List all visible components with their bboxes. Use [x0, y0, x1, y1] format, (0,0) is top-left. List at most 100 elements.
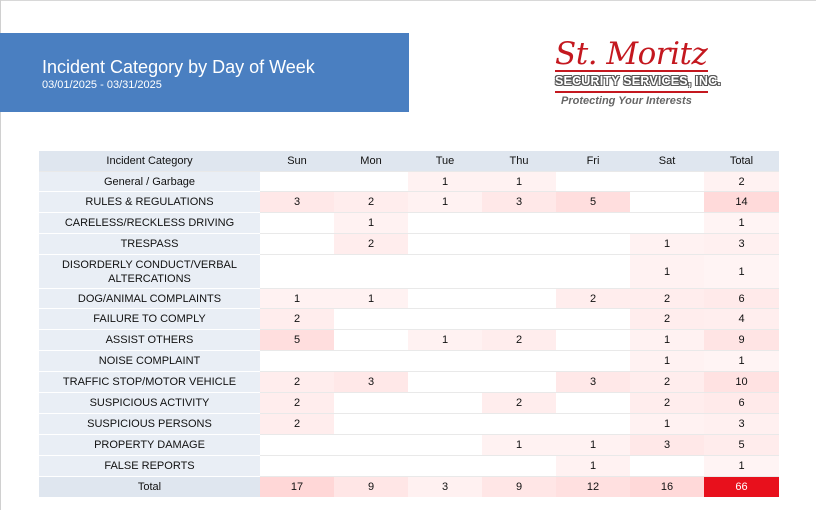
row-total-cell: 10 [704, 371, 779, 393]
row-total-cell: 1 [704, 455, 779, 477]
count-cell [556, 392, 630, 414]
row-total-cell: 3 [704, 233, 779, 255]
count-cell: 2 [630, 371, 704, 393]
day-total-cell: 16 [630, 476, 704, 497]
count-cell: 1 [482, 434, 556, 456]
table-row: SUSPICIOUS ACTIVITY 2 2 2 6 [39, 392, 779, 414]
count-cell [334, 350, 408, 372]
count-cell [260, 350, 334, 372]
count-cell: 2 [630, 392, 704, 414]
count-cell [630, 455, 704, 477]
category-cell: SUSPICIOUS ACTIVITY [39, 392, 260, 414]
count-cell: 1 [630, 254, 704, 289]
count-cell [482, 308, 556, 330]
category-cell: FALSE REPORTS [39, 455, 260, 477]
count-cell [408, 371, 482, 393]
category-cell: General / Garbage [39, 171, 260, 192]
column-header-mon: Mon [334, 151, 408, 172]
category-cell: FAILURE TO COMPLY [39, 308, 260, 330]
total-row: Total 17 9 3 9 12 16 66 [39, 476, 779, 497]
count-cell [334, 329, 408, 351]
count-cell [334, 254, 408, 289]
count-cell: 3 [630, 434, 704, 456]
count-cell [334, 455, 408, 477]
column-header-fri: Fri [556, 151, 630, 172]
count-cell: 1 [556, 434, 630, 456]
column-header-thu: Thu [482, 151, 556, 172]
row-total-cell: 5 [704, 434, 779, 456]
table-row: SUSPICIOUS PERSONS 2 1 3 [39, 413, 779, 435]
count-cell [556, 308, 630, 330]
count-cell [556, 254, 630, 289]
category-cell: PROPERTY DAMAGE [39, 434, 260, 456]
column-header-sun: Sun [260, 151, 334, 172]
category-cell: TRAFFIC STOP/MOTOR VEHICLE [39, 371, 260, 393]
count-cell [482, 413, 556, 435]
count-cell: 2 [260, 371, 334, 393]
count-cell: 1 [630, 329, 704, 351]
count-cell: 2 [334, 191, 408, 213]
count-cell: 1 [408, 171, 482, 192]
row-total-cell: 4 [704, 308, 779, 330]
count-cell [408, 392, 482, 414]
count-cell: 2 [260, 308, 334, 330]
left-rule [0, 0, 1, 510]
count-cell [556, 413, 630, 435]
company-logo: St. Moritz SECURITY SERVICES, INC. Prote… [551, 36, 721, 114]
count-cell [260, 434, 334, 456]
count-cell [260, 233, 334, 255]
logo-rule-bottom [555, 91, 708, 93]
count-cell [260, 254, 334, 289]
count-cell [408, 350, 482, 372]
count-cell [334, 392, 408, 414]
count-cell: 1 [408, 191, 482, 213]
count-cell [482, 371, 556, 393]
category-cell: NOISE COMPLAINT [39, 350, 260, 372]
count-cell: 1 [556, 455, 630, 477]
count-cell [482, 288, 556, 309]
count-cell: 2 [260, 392, 334, 414]
count-cell: 1 [482, 171, 556, 192]
count-cell [408, 288, 482, 309]
row-total-cell: 9 [704, 329, 779, 351]
count-cell [260, 212, 334, 234]
table-row: DOG/ANIMAL COMPLAINTS 1 1 2 2 6 [39, 288, 779, 309]
count-cell [408, 434, 482, 456]
incident-table: Incident Category Sun Mon Tue Thu Fri Sat Total… [39, 151, 779, 497]
count-cell: 1 [260, 288, 334, 309]
count-cell: 5 [260, 329, 334, 351]
logo-tagline: Protecting Your Interests [561, 95, 692, 107]
column-header-tue: Tue [408, 151, 482, 172]
date-range: 03/01/2025 - 03/31/2025 [42, 79, 162, 91]
day-total-cell: 3 [408, 476, 482, 497]
day-total-cell: 12 [556, 476, 630, 497]
count-cell: 1 [630, 233, 704, 255]
count-cell: 3 [334, 371, 408, 393]
title-banner: Incident Category by Day of Week 03/01/2… [0, 33, 409, 112]
day-total-cell: 9 [334, 476, 408, 497]
table-row: ASSIST OTHERS 5 1 2 1 9 [39, 329, 779, 351]
count-cell: 2 [630, 308, 704, 330]
table-header: Incident Category Sun Mon Tue Thu Fri Sat Total [39, 151, 779, 172]
category-cell: SUSPICIOUS PERSONS [39, 413, 260, 435]
count-cell [630, 171, 704, 192]
count-cell: 2 [482, 329, 556, 351]
table-row: CARELESS/RECKLESS DRIVING 1 1 [39, 212, 779, 234]
row-total-cell: 3 [704, 413, 779, 435]
count-cell [408, 254, 482, 289]
count-cell [408, 455, 482, 477]
count-cell [334, 171, 408, 192]
count-cell: 2 [482, 392, 556, 414]
count-cell [556, 171, 630, 192]
table-row: DISORDERLY CONDUCT/VERBAL ALTERCATIONS 1 1 [39, 254, 779, 289]
column-header-incident-category: Incident Category [39, 151, 260, 172]
count-cell: 3 [260, 191, 334, 213]
row-total-cell: 2 [704, 171, 779, 192]
count-cell [260, 171, 334, 192]
count-cell [260, 455, 334, 477]
count-cell: 1 [630, 413, 704, 435]
category-cell: TRESPASS [39, 233, 260, 255]
column-header-sat: Sat [630, 151, 704, 172]
count-cell [630, 212, 704, 234]
count-cell [556, 329, 630, 351]
